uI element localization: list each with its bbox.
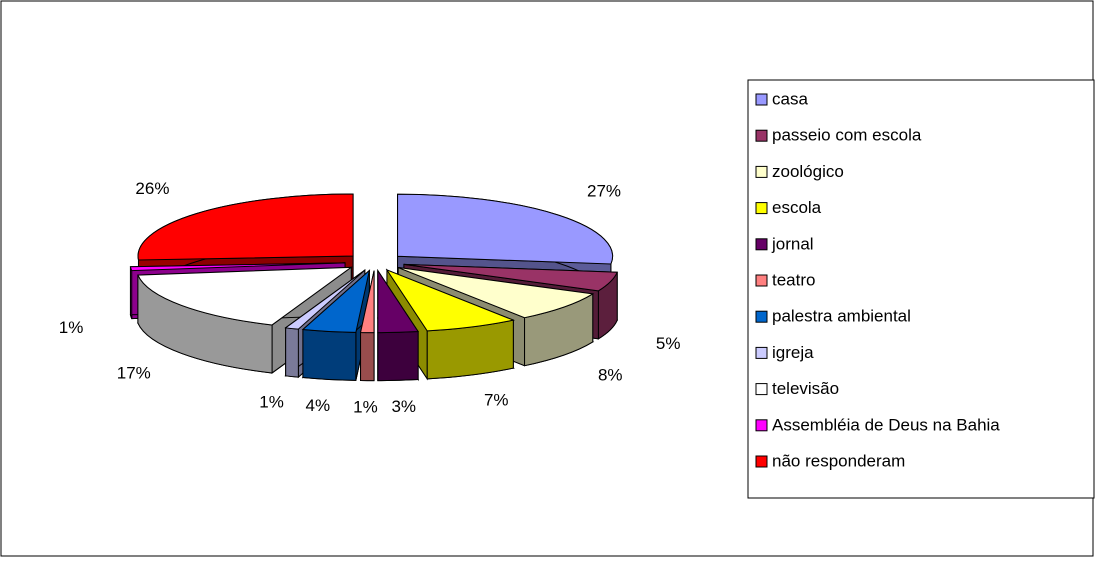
data-label: 26% bbox=[135, 179, 169, 198]
legend-label: teatro bbox=[772, 270, 815, 289]
slice-top bbox=[397, 193, 614, 265]
slice-top bbox=[137, 193, 354, 261]
legend-swatch bbox=[755, 129, 768, 142]
slice-top bbox=[403, 263, 618, 292]
legend-swatch bbox=[755, 165, 768, 178]
legend-box bbox=[747, 79, 1095, 499]
slice bbox=[301, 269, 371, 381]
legend-swatch bbox=[755, 346, 768, 359]
slice-top bbox=[301, 269, 371, 333]
legend-label: escola bbox=[772, 198, 822, 217]
slice-top bbox=[129, 262, 346, 272]
legend-label: televisão bbox=[772, 379, 839, 398]
legend-label: casa bbox=[772, 89, 808, 108]
data-label: 7% bbox=[484, 390, 509, 409]
legend-swatch bbox=[755, 274, 768, 287]
slice-side bbox=[377, 331, 419, 382]
legend-label: palestra ambiental bbox=[772, 307, 911, 326]
legend-label: Assembléia de Deus na Bahia bbox=[772, 415, 1000, 434]
slice-side bbox=[360, 332, 375, 382]
slice-top bbox=[284, 269, 366, 330]
slice bbox=[359, 270, 375, 382]
slice-top bbox=[385, 268, 516, 332]
data-label: 1% bbox=[59, 318, 84, 337]
legend-label: zoológico bbox=[772, 162, 844, 181]
slice bbox=[377, 268, 420, 382]
slice-side bbox=[129, 266, 133, 319]
data-label: 1% bbox=[259, 392, 284, 411]
legend-label: não responderam bbox=[772, 451, 905, 470]
legend-swatch bbox=[755, 419, 768, 432]
slice-top bbox=[377, 268, 420, 334]
legend: casa passeio com escola zoológico escola jor… bbox=[755, 89, 1000, 470]
legend-swatch bbox=[755, 93, 768, 106]
legend-swatch bbox=[755, 455, 768, 468]
data-label: 5% bbox=[656, 334, 681, 353]
legend-swatch bbox=[755, 310, 768, 323]
data-label: 3% bbox=[391, 397, 416, 416]
legend-swatch bbox=[755, 238, 768, 251]
slice-side bbox=[302, 328, 357, 381]
slice-top bbox=[359, 270, 375, 334]
data-label: 27% bbox=[587, 181, 621, 200]
legend-swatch bbox=[755, 202, 768, 215]
slice-side bbox=[285, 327, 299, 378]
legend-label: igreja bbox=[772, 343, 814, 362]
slice-top bbox=[137, 266, 353, 326]
legend-label: jornal bbox=[771, 234, 814, 253]
data-label: 8% bbox=[598, 366, 623, 385]
legend-label: passeio com escola bbox=[772, 126, 922, 145]
slice-top bbox=[398, 267, 595, 319]
legend-swatch bbox=[755, 383, 768, 396]
data-label: 17% bbox=[117, 363, 151, 382]
data-label: 4% bbox=[306, 396, 331, 415]
pie: 27% 5% 8% 7% 3% 1% 4% 1% 17% 1% 26% bbox=[59, 179, 681, 416]
data-label: 1% bbox=[353, 397, 378, 416]
